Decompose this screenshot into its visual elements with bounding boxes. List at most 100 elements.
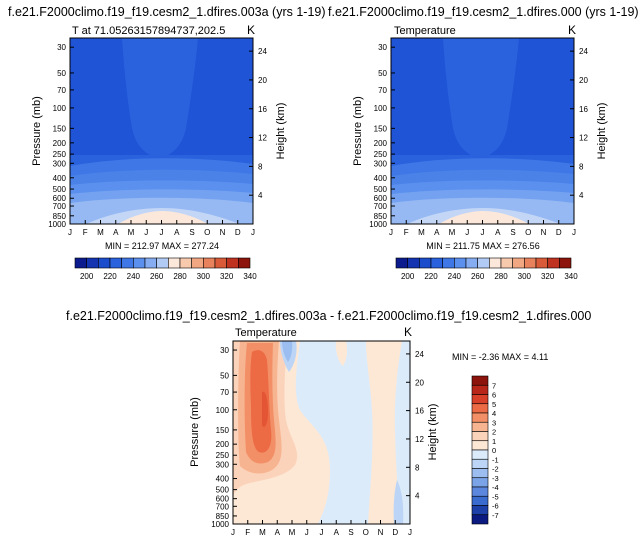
colorbar-swatch	[407, 257, 420, 269]
y-tick-label: 850	[374, 212, 388, 221]
colorbar-label: 280	[494, 272, 508, 281]
colorbar-swatch	[477, 257, 490, 269]
y-right-tick-label: 8	[258, 162, 263, 171]
x-tick-label: D	[556, 228, 562, 237]
y-tick-label: 400	[53, 174, 67, 183]
y-tick-label: 300	[53, 159, 67, 168]
panel-a-colorbar: 200 220 240 260 280 300 320 340	[74, 257, 257, 281]
x-tick-label: M	[97, 228, 104, 237]
y-tick-label: 250	[216, 451, 230, 460]
x-tick-label: F	[83, 228, 88, 237]
x-tick-label: M	[449, 228, 456, 237]
x-tick-label: A	[113, 228, 119, 237]
panel-c-subtitle: Temperature	[235, 327, 297, 339]
panel-c-fill-warm6	[262, 391, 268, 427]
y-right-tick-label: 12	[579, 134, 588, 143]
colorbar-label: 3	[492, 418, 496, 427]
y-tick-label: 50	[220, 371, 229, 380]
y-tick-label: 300	[216, 460, 230, 469]
panel-b-colorbar: 200 220 240 260 280 300 320 340	[395, 257, 578, 281]
colorbar-label: 6	[492, 391, 496, 400]
y-tick-label: 850	[53, 212, 67, 221]
y-right-tick-label: 20	[258, 76, 267, 85]
y-tick-label: 70	[378, 86, 387, 95]
colorbar-swatch	[471, 486, 489, 497]
colorbar-label: 320	[220, 272, 234, 281]
colorbar-swatch	[214, 257, 227, 269]
panel-c-title: f.e21.F2000climo.f19_f19.cesm2_1.dfires.…	[66, 309, 591, 323]
colorbar-swatch	[471, 495, 489, 506]
colorbar-swatch	[500, 257, 513, 269]
x-tick-label: A	[275, 528, 281, 537]
y-tick-label: 600	[53, 194, 67, 203]
x-tick-label: J	[389, 228, 393, 237]
panel-b-stats: MIN = 211.75 MAX = 276.56	[426, 241, 539, 251]
panel-b-fill-left	[391, 38, 471, 155]
colorbar-swatch	[203, 257, 216, 269]
x-tick-label: N	[378, 528, 384, 537]
panel-c-fill-warm-right	[366, 341, 402, 524]
y-right-tick-label: 4	[415, 492, 420, 501]
panel-c-contours	[233, 341, 410, 524]
colorbar-label: 1	[492, 437, 496, 446]
y-tick-label: 1000	[369, 220, 387, 229]
colorbar-label: 280	[173, 272, 187, 281]
y-tick-label: 100	[374, 104, 388, 113]
y-tick-label: 50	[57, 69, 66, 78]
colorbar-swatch	[471, 431, 489, 442]
colorbar-swatch	[559, 257, 572, 269]
y-right-tick-label: 24	[415, 350, 424, 359]
x-tick-label: J	[320, 528, 324, 537]
y-tick-label: 100	[216, 406, 230, 415]
x-tick-label: O	[525, 228, 531, 237]
panel-c-fill-cool-br	[393, 480, 404, 524]
colorbar-swatch	[471, 394, 489, 405]
colorbar-label: 5	[492, 400, 496, 409]
colorbar-swatch	[74, 257, 87, 269]
x-tick-label: F	[404, 228, 409, 237]
y-tick-label: 1000	[211, 520, 229, 529]
x-tick-label: S	[189, 228, 194, 237]
panel-c-fill-cool-top2	[282, 341, 293, 362]
colorbar-label: 260	[471, 272, 485, 281]
x-tick-label: J	[144, 228, 148, 237]
colorbar-swatch	[121, 257, 134, 269]
panel-a-unit: K	[247, 23, 255, 37]
colorbar-swatch	[156, 257, 169, 269]
colorbar-swatch	[98, 257, 111, 269]
panel-a-ylabel: Pressure (mb)	[31, 96, 43, 166]
x-tick-label: J	[68, 228, 72, 237]
panel-a-axes: J F M A M J J A S O N D J305070100150200250300400500…	[48, 43, 267, 237]
x-tick-label: D	[235, 228, 241, 237]
panel-b-contours	[391, 38, 574, 224]
colorbar-swatch	[471, 514, 489, 525]
x-tick-label: A	[434, 228, 440, 237]
panel-b-title: f.e21.F2000climo.f19_f19.cesm2_1.dfires.…	[328, 5, 639, 19]
colorbar-swatch	[547, 257, 560, 269]
y-tick-label: 700	[216, 502, 230, 511]
y-tick-label: 200	[374, 139, 388, 148]
y-right-tick-label: 24	[579, 47, 588, 56]
y-tick-label: 500	[374, 185, 388, 194]
panel-c-fill-warm-bl	[233, 507, 271, 524]
colorbar-label: 320	[541, 272, 555, 281]
colorbar-swatch	[471, 449, 489, 460]
panel-c-fill-warm-top	[335, 341, 347, 366]
colorbar-label: 300	[197, 272, 211, 281]
panel-a-fill-right	[168, 38, 253, 155]
x-tick-label: J	[465, 228, 469, 237]
panel-b-fill-7	[439, 211, 529, 224]
colorbar-swatch	[535, 257, 548, 269]
y-tick-label: 150	[216, 426, 230, 435]
colorbar-swatch	[454, 257, 467, 269]
colorbar-swatch	[471, 375, 489, 386]
colorbar-swatch	[471, 403, 489, 414]
colorbar-swatch	[86, 257, 99, 269]
colorbar-label: 260	[150, 272, 164, 281]
y-tick-label: 30	[378, 43, 387, 52]
x-tick-label: N	[541, 228, 547, 237]
colorbar-swatch	[419, 257, 432, 269]
colorbar-swatch	[109, 257, 122, 269]
